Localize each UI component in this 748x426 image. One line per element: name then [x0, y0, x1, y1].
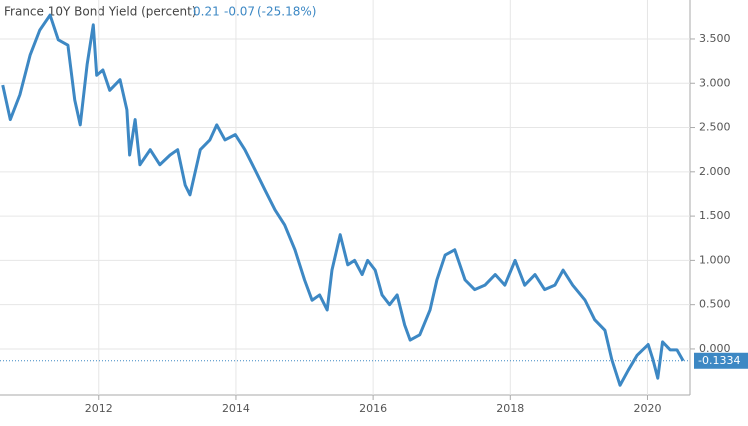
y-tick-label: 3.500: [699, 32, 731, 45]
x-tick-label: 2020: [633, 402, 661, 415]
y-tick-label: 0.000: [699, 342, 731, 355]
x-tick-label: 2012: [85, 402, 113, 415]
y-tick-label: 3.000: [699, 76, 731, 89]
x-tick-label: 2014: [222, 402, 250, 415]
current-value-box: [694, 352, 748, 369]
x-tick-label: 2018: [496, 402, 524, 415]
change-pct: (-25.18%): [257, 5, 316, 19]
line-series: [1, 13, 685, 387]
y-tick-label: 2.500: [699, 121, 731, 134]
x-tick-label: 2016: [359, 402, 387, 415]
chart-title: France 10Y Bond Yield (percent): [4, 5, 196, 19]
y-tick-label: 1.000: [699, 253, 731, 266]
current-value-label: -0.1334: [698, 354, 740, 367]
y-tick-label: 2.000: [699, 165, 731, 178]
change: -0.07: [224, 5, 255, 19]
y-tick-label: 0.500: [699, 298, 731, 311]
y-tick-label: 1.500: [699, 209, 731, 222]
last-value: 0.21: [193, 5, 220, 19]
